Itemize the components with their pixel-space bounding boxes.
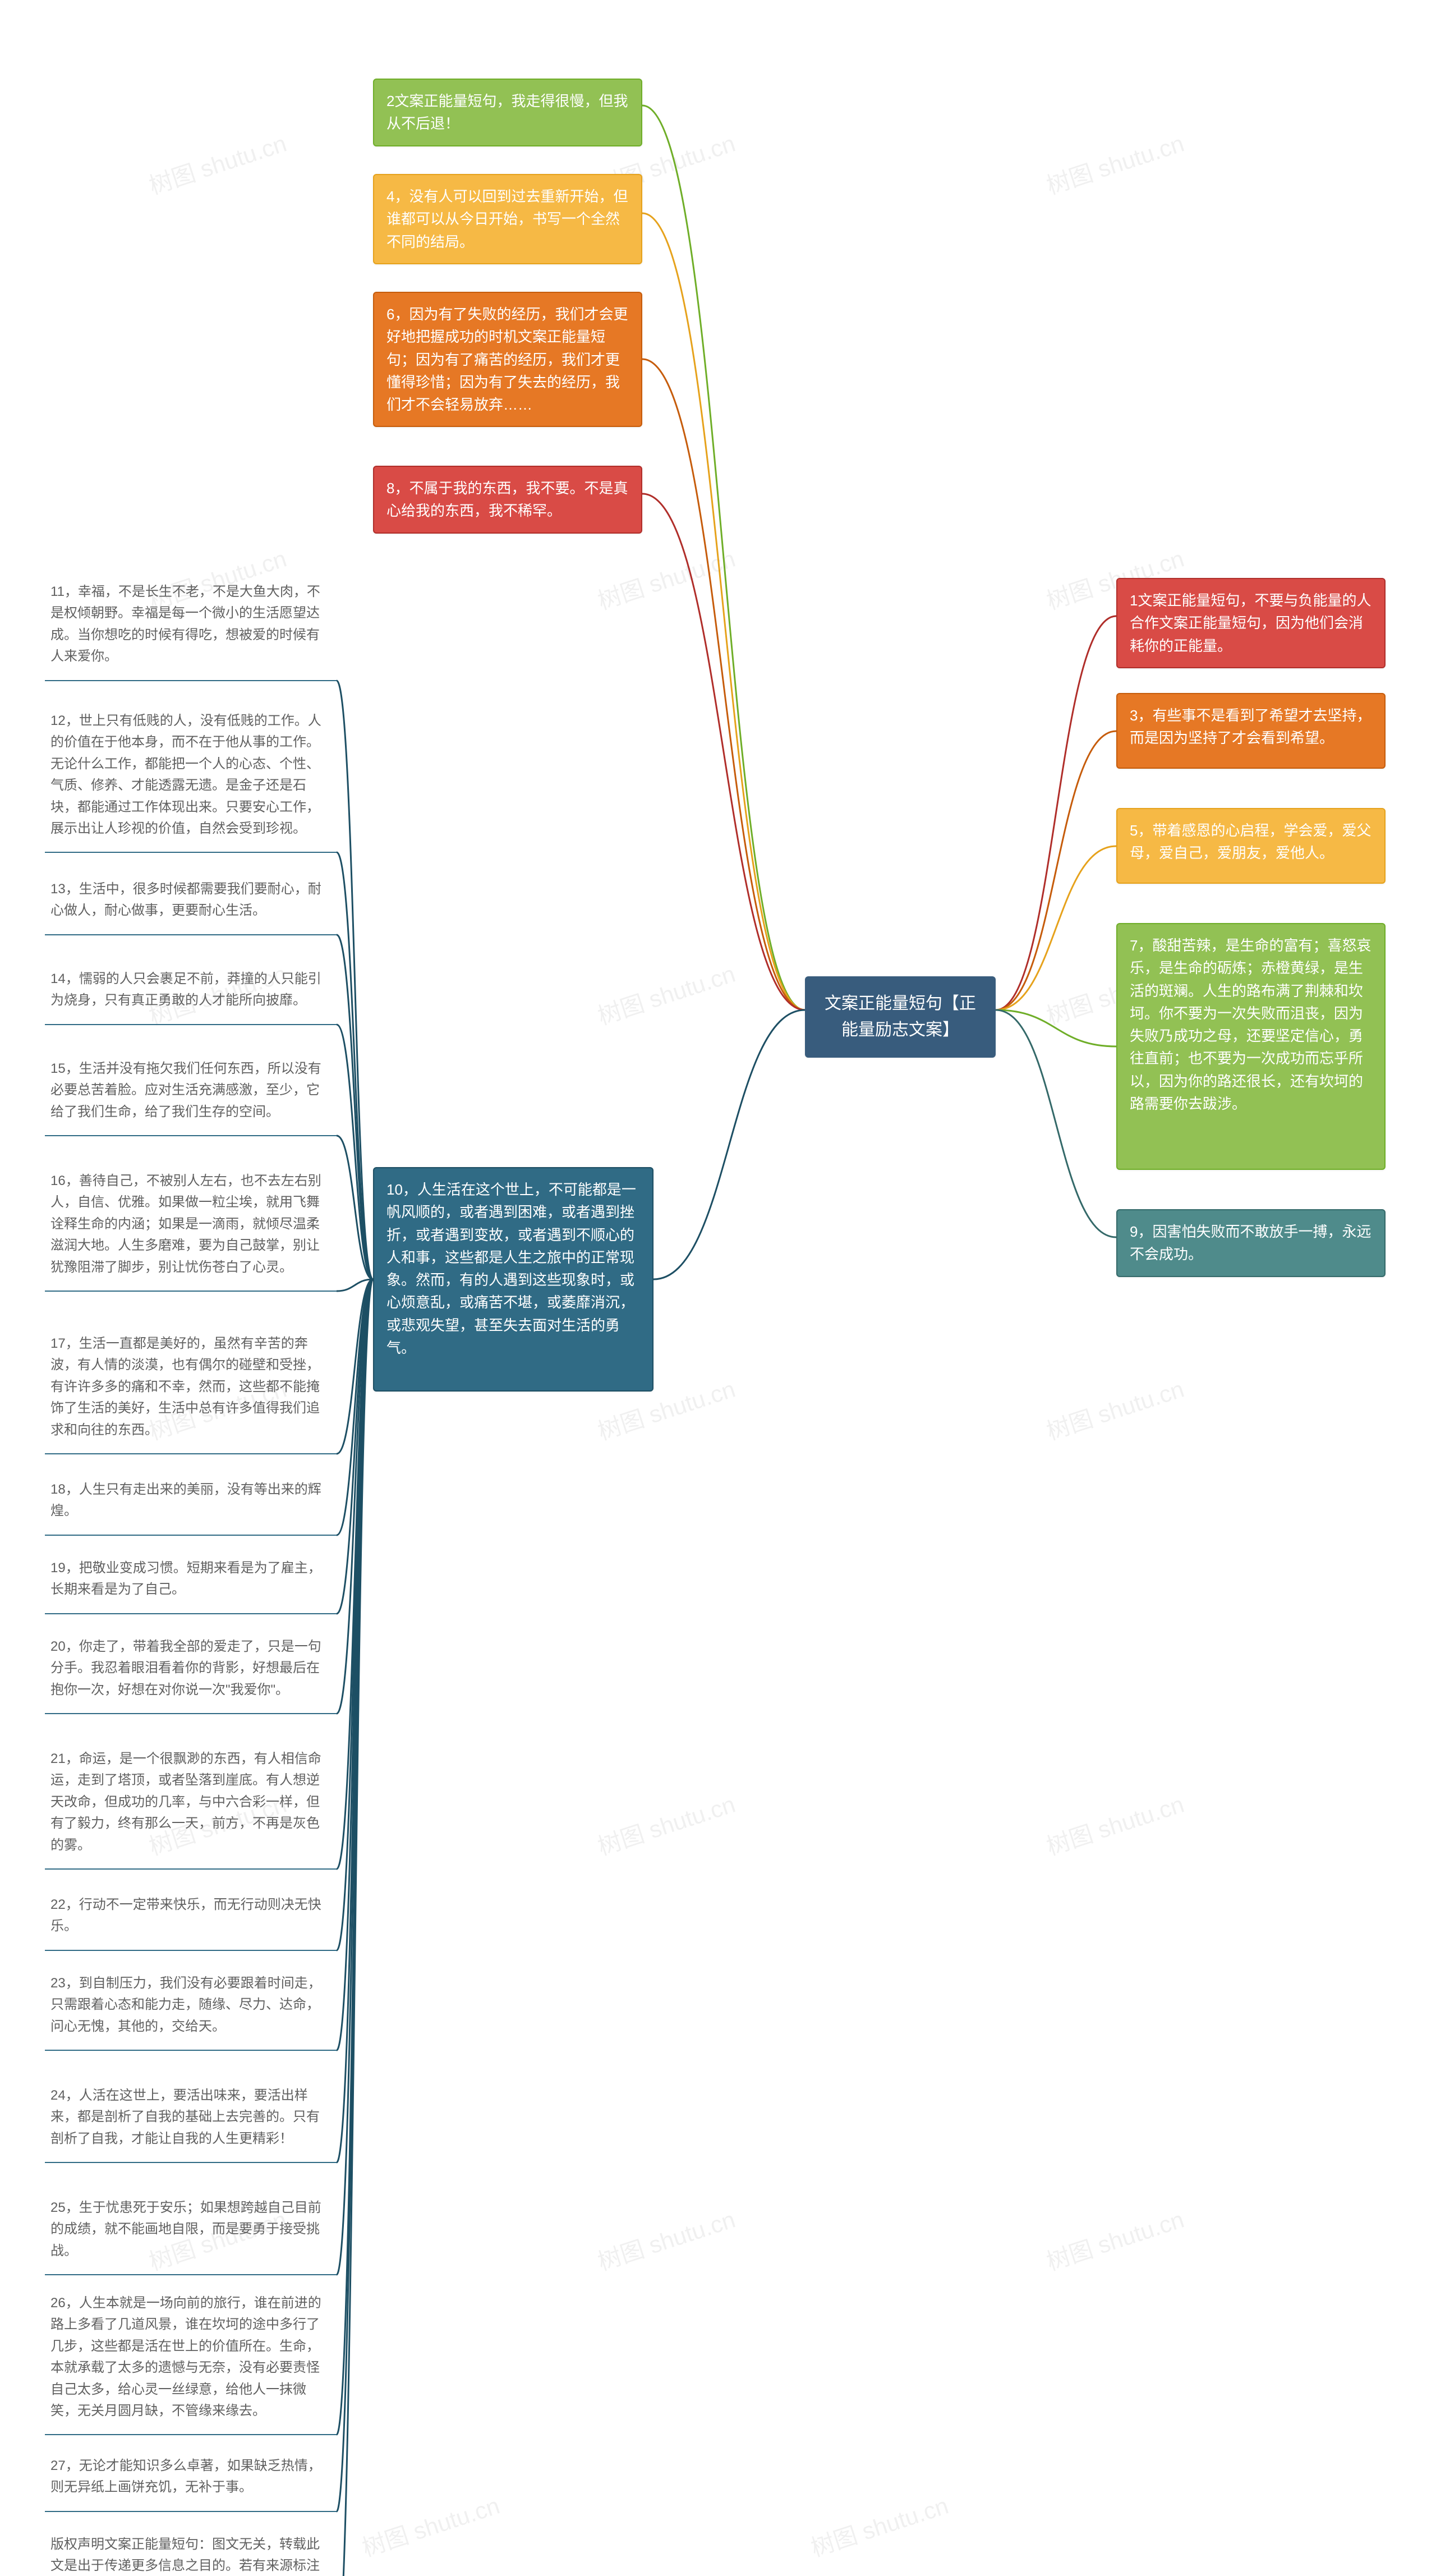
leaf-l13: 13，生活中，很多时候都需要我们要耐心，耐心做人，耐心做事，更要耐心生活。 (45, 875, 337, 935)
leaf-connector-l28 (337, 1279, 373, 2576)
leaf-l11: 11，幸福，不是长生不老，不是大鱼大肉，不是权倾朝野。幸福是每一个微小的生活愿望… (45, 578, 337, 681)
connector-n3 (996, 731, 1116, 1010)
branch-node-n10[interactable]: 10，人生活在这个世上，不可能都是一帆风顺的，或者遇到困难，或者遇到挫折，或者遇… (373, 1167, 653, 1392)
connector-n10 (653, 1010, 805, 1279)
connector-n2 (642, 105, 805, 1010)
leaf-connector-l27 (337, 1279, 373, 2511)
leaf-l27: 27，无论才能知识多么卓著，如果缺乏热情，则无异纸上画饼充饥，无补于事。 (45, 2452, 337, 2512)
leaf-l19: 19，把敬业变成习惯。短期来看是为了雇主，长期来看是为了自己。 (45, 1554, 337, 1614)
connector-n6 (642, 359, 805, 1010)
connector-n8 (642, 494, 805, 1010)
branch-node-n4[interactable]: 4，没有人可以回到过去重新开始，但谁都可以从今日开始，书写一个全然不同的结局。 (373, 174, 642, 264)
branch-node-n5[interactable]: 5，带着感恩的心启程，学会爱，爱父母，爱自己，爱朋友，爱他人。 (1116, 808, 1386, 884)
leaf-l18: 18，人生只有走出来的美丽，没有等出来的辉煌。 (45, 1476, 337, 1536)
leaf-l25: 25，生于忧患死于安乐；如果想跨越自己目前的成绩，就不能画地自限，而是要勇于接受… (45, 2194, 337, 2275)
leaf-l12: 12，世上只有低贱的人，没有低贱的工作。人的价值在于他本身，而不在于他从事的工作… (45, 707, 337, 853)
branch-node-n7[interactable]: 7，酸甜苦辣，是生命的富有；喜怒哀乐，是生命的砺炼；赤橙黄绿，是生活的斑斓。人生… (1116, 923, 1386, 1170)
watermark: 树图 shutu.cn (357, 2487, 504, 2564)
watermark: 树图 shutu.cn (806, 2487, 952, 2564)
watermark: 树图 shutu.cn (1042, 125, 1188, 201)
leaf-connector-l15 (337, 1136, 373, 1279)
watermark: 树图 shutu.cn (144, 125, 291, 201)
branch-node-n1[interactable]: 1文案正能量短句，不要与负能量的人合作文案正能量短句，因为他们会消耗你的正能量。 (1116, 578, 1386, 668)
leaf-l16: 16，善待自己，不被别人左右，也不去左右别人，自信、优雅。如果做一粒尘埃，就用飞… (45, 1167, 337, 1292)
leaf-connector-l22 (337, 1279, 373, 1950)
leaf-connector-l23 (337, 1279, 373, 2050)
watermark: 树图 shutu.cn (593, 1785, 739, 1862)
connector-n5 (996, 846, 1116, 1010)
branch-node-n8[interactable]: 8，不属于我的东西，我不要。不是真心给我的东西，我不稀罕。 (373, 466, 642, 534)
leaf-l21: 21，命运，是一个很飘渺的东西，有人相信命运，走到了塔顶，或者坠落到崖底。有人想… (45, 1745, 337, 1870)
leaf-connector-l20 (337, 1279, 373, 1714)
branch-node-n2[interactable]: 2文案正能量短句，我走得很慢，但我从不后退！ (373, 79, 642, 146)
mindmap-canvas: 树图 shutu.cn 树图 shutu.cn 树图 shutu.cn 树图 shut… (0, 0, 1436, 2576)
leaf-l23: 23，到自制压力，我们没有必要跟着时间走，只需跟着心态和能力走，随缘、尽力、达命… (45, 1969, 337, 2051)
leaf-l20: 20，你走了，带着我全部的爱走了，只是一句分手。我忍着眼泪看着你的背影，好想最后… (45, 1633, 337, 1714)
leaf-l15: 15，生活并没有拖欠我们任何东西，所以没有必要总苦着脸。应对生活充满感激，至少，… (45, 1055, 337, 1136)
branch-node-n9[interactable]: 9，因害怕失败而不敢放手一搏，永远不会成功。 (1116, 1209, 1386, 1277)
connector-n7 (996, 1010, 1116, 1046)
leaf-l22: 22，行动不一定带来快乐，而无行动则决无快乐。 (45, 1891, 337, 1951)
connector-n1 (996, 616, 1116, 1010)
leaf-l28: 版权声明文案正能量短句：图文无关，转载此文是出于传递更多信息之目的。若有来源标注… (45, 2531, 337, 2576)
watermark: 树图 shutu.cn (593, 540, 739, 617)
connector-n9 (996, 1010, 1116, 1237)
leaf-l14: 14，懦弱的人只会裹足不前，莽撞的人只能引为烧身，只有真正勇敢的人才能所向披靡。 (45, 965, 337, 1025)
watermark: 树图 shutu.cn (593, 2201, 739, 2277)
leaf-connector-l19 (337, 1279, 373, 1614)
leaf-connector-l18 (337, 1279, 373, 1535)
leaf-connector-l17 (337, 1279, 373, 1454)
watermark: 树图 shutu.cn (1042, 2201, 1188, 2277)
leaf-connector-l12 (337, 852, 373, 1279)
leaf-connector-l25 (337, 1279, 373, 2275)
leaf-connector-l26 (337, 1279, 373, 2435)
leaf-connector-l14 (337, 1025, 373, 1279)
leaf-connector-l21 (337, 1279, 373, 1869)
branch-node-n3[interactable]: 3，有些事不是看到了希望才去坚持，而是因为坚持了才会看到希望。 (1116, 693, 1386, 769)
leaf-l24: 24，人活在这世上，要活出味来，要活出样来，都是剖析了自我的基础上去完善的。只有… (45, 2082, 337, 2163)
leaf-l26: 26，人生本就是一场向前的旅行，谁在前进的路上多看了几道风景，谁在坎坷的途中多行… (45, 2289, 337, 2435)
central-node[interactable]: 文案正能量短句【正能量励志文案】 (805, 976, 996, 1058)
leaf-l17: 17，生活一直都是美好的，虽然有辛苦的奔波，有人情的淡漠，也有偶尔的碰壁和受挫，… (45, 1330, 337, 1454)
watermark: 树图 shutu.cn (1042, 1370, 1188, 1447)
watermark: 树图 shutu.cn (593, 955, 739, 1032)
branch-node-n6[interactable]: 6，因为有了失败的经历，我们才会更好地把握成功的时机文案正能量短句；因为有了痛苦… (373, 292, 642, 427)
leaf-connector-l11 (337, 681, 373, 1279)
leaf-connector-l16 (337, 1279, 373, 1291)
leaf-connector-l13 (337, 935, 373, 1279)
watermark: 树图 shutu.cn (1042, 1785, 1188, 1862)
connector-n4 (642, 213, 805, 1010)
leaf-connector-l24 (337, 1279, 373, 2162)
